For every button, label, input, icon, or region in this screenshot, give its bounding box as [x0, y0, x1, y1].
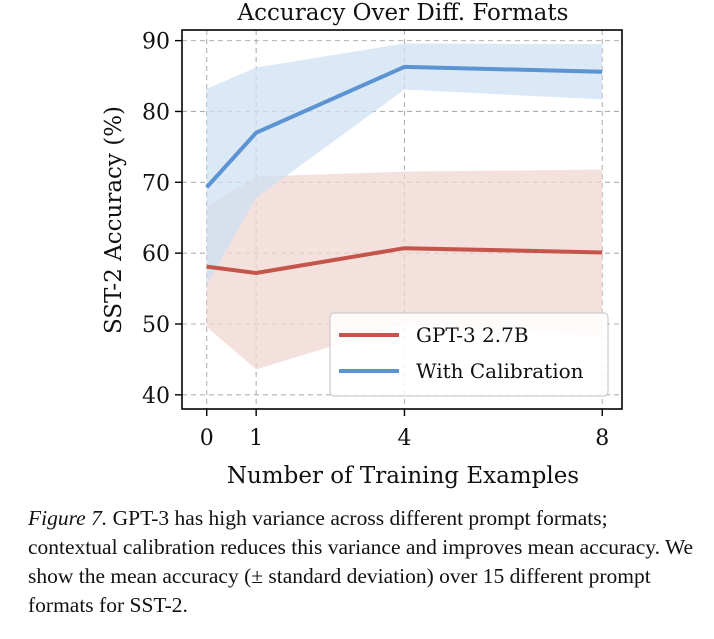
caption-label: Figure 7.	[28, 506, 108, 530]
legend-label-gpt3: GPT-3 2.7B	[416, 323, 529, 347]
x-tick-label-0: 0	[200, 426, 214, 451]
series-line-0	[206, 246, 603, 275]
chart-title: Accuracy Over Diff. Formats	[237, 0, 569, 26]
legend: GPT-3 2.7B With Calibration	[329, 312, 609, 397]
x-axis-ticks: 0 1 4 8	[200, 409, 609, 451]
series-lines	[205, 64, 603, 275]
y-axis-ticks: 40 50 60 70 80 90	[142, 30, 182, 409]
accuracy-chart: Accuracy Over Diff. Formats 0 1 4 8 40 50 60 7…	[101, 0, 623, 489]
y-axis-label: SST-2 Accuracy (%)	[101, 106, 127, 334]
x-tick-label-1: 1	[249, 426, 263, 451]
plot-frame	[181, 29, 623, 410]
y-tick-label-90: 90	[142, 30, 170, 55]
y-tick-label-50: 50	[142, 313, 170, 338]
x-tick-label-4: 4	[397, 426, 411, 451]
x-tick-label-8: 8	[595, 426, 609, 451]
std-band-series-1	[206, 43, 603, 286]
figure-caption: Figure 7. GPT-3 has high variance across…	[28, 504, 700, 620]
y-tick-label-40: 40	[142, 384, 170, 409]
legend-label-calibration: With Calibration	[416, 359, 584, 383]
x-axis-label: Number of Training Examples	[227, 463, 579, 489]
y-tick-label-80: 80	[142, 100, 170, 125]
y-tick-label-70: 70	[142, 171, 170, 196]
caption-text: GPT-3 has high variance across different…	[28, 506, 694, 617]
series-line-1	[205, 64, 603, 189]
y-tick-label-60: 60	[142, 242, 170, 267]
legend-box	[329, 312, 609, 397]
